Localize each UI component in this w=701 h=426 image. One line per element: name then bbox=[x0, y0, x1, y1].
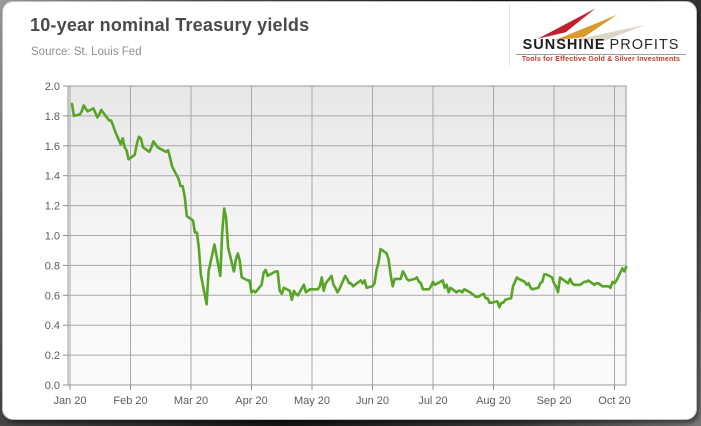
logo-name-profits: PROFITS bbox=[609, 37, 680, 53]
chart-title: 10-year nominal Treasury yields bbox=[30, 15, 310, 35]
logo-arrow-red bbox=[537, 8, 596, 39]
x-axis-tick-label: Mar 20 bbox=[174, 395, 208, 407]
y-axis-tick-label: 1.4 bbox=[45, 171, 60, 183]
logo-arrows-icon bbox=[537, 8, 645, 41]
logo-name: SUNSHINE PROFITS bbox=[510, 37, 692, 53]
chart-card: 10-year nominal Treasury yields Source: … bbox=[2, 1, 697, 420]
y-axis-tick-label: 0.4 bbox=[45, 320, 60, 332]
y-axis-tick-label: 1.6 bbox=[45, 141, 60, 153]
logo-divider bbox=[516, 54, 686, 55]
y-axis-tick-label: 2.0 bbox=[45, 81, 60, 93]
y-axis-tick-label: 1.0 bbox=[45, 231, 60, 243]
y-axis-tick-label: 1.2 bbox=[45, 201, 60, 213]
x-axis-tick-label: May 20 bbox=[294, 395, 330, 407]
y-axis-tick-label: 1.8 bbox=[45, 111, 60, 123]
logo-arrow-gold bbox=[554, 14, 617, 41]
y-axis-tick-label: 0.6 bbox=[45, 290, 60, 302]
yield-line-chart: 0.0 0.2 0.4 0.6 0.8 1.0 1.2 1.4 1.6 1.8 2.0 Jan 20 F… bbox=[45, 81, 631, 407]
x-axis-tick-label: Jul 20 bbox=[418, 395, 447, 407]
x-axis-tick-label: Oct 20 bbox=[598, 395, 630, 407]
x-axis-tick-label: Feb 20 bbox=[113, 395, 147, 407]
sunshine-profits-logo: SUNSHINE PROFITS Tools for Effective Gold… bbox=[509, 4, 692, 66]
y-axis-tick-label: 0.2 bbox=[45, 350, 60, 362]
x-axis-tick-label: Apr 20 bbox=[235, 395, 267, 407]
y-axis-tick-label: 0.0 bbox=[45, 380, 60, 392]
logo-tagline: Tools for Effective Gold & Silver Invest… bbox=[521, 56, 681, 63]
logo-name-sunshine: SUNSHINE bbox=[522, 37, 606, 53]
x-axis-tick-label: Sep 20 bbox=[537, 395, 572, 407]
x-axis-tick-label: Jun 20 bbox=[356, 395, 389, 407]
x-axis-tick-label: Jan 20 bbox=[53, 395, 86, 407]
treasury-yield-series-line bbox=[70, 102, 628, 309]
x-axis-tick-label: Aug 20 bbox=[476, 395, 511, 407]
chart-source: Source: St. Louis Fed bbox=[31, 46, 142, 58]
y-axis-tick-label: 0.8 bbox=[45, 260, 60, 272]
